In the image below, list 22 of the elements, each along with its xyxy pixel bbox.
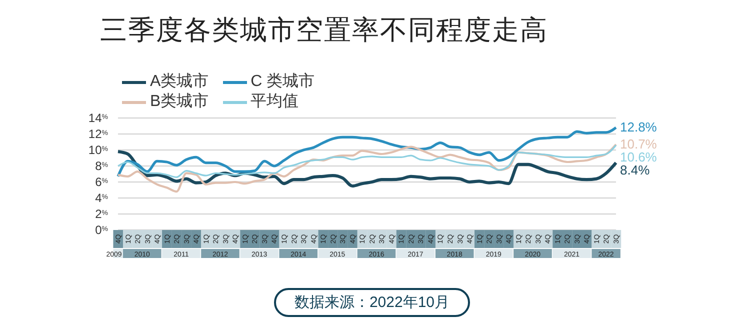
chart-title: 三季度各类城市空置率不同程度走高 — [100, 14, 548, 47]
line-series — [116, 150, 618, 188]
y-tick-label: 14$^{%}$ — [88, 111, 108, 125]
y-tick-label: 6$^{%}$ — [95, 175, 108, 189]
data-label: 10.6% — [620, 149, 658, 164]
legend-label: A类城市 — [150, 72, 209, 92]
line-series — [116, 126, 618, 178]
data-label: 12.8% — [620, 120, 658, 135]
line-series — [117, 144, 617, 178]
line-series — [116, 143, 618, 193]
y-tick-label: 10$^{%}$ — [88, 143, 108, 157]
y-tick-label: 0$^{%}$ — [95, 223, 108, 237]
y-tick-label: 4$^{%}$ — [95, 191, 108, 205]
y-tick-label: 12$^{%}$ — [88, 127, 108, 141]
source-note: 数据来源：2022年10月 — [274, 288, 470, 317]
y-tick-label: 8$^{%}$ — [95, 159, 108, 173]
data-label: 8.4% — [620, 162, 650, 178]
legend-label: C 类城市 — [250, 72, 315, 92]
y-tick-label: 2$^{%}$ — [95, 207, 108, 221]
legend-label: B类城市 — [150, 92, 209, 112]
data-label: 10.7% — [620, 136, 658, 152]
legend-label: 平均值 — [250, 92, 299, 112]
